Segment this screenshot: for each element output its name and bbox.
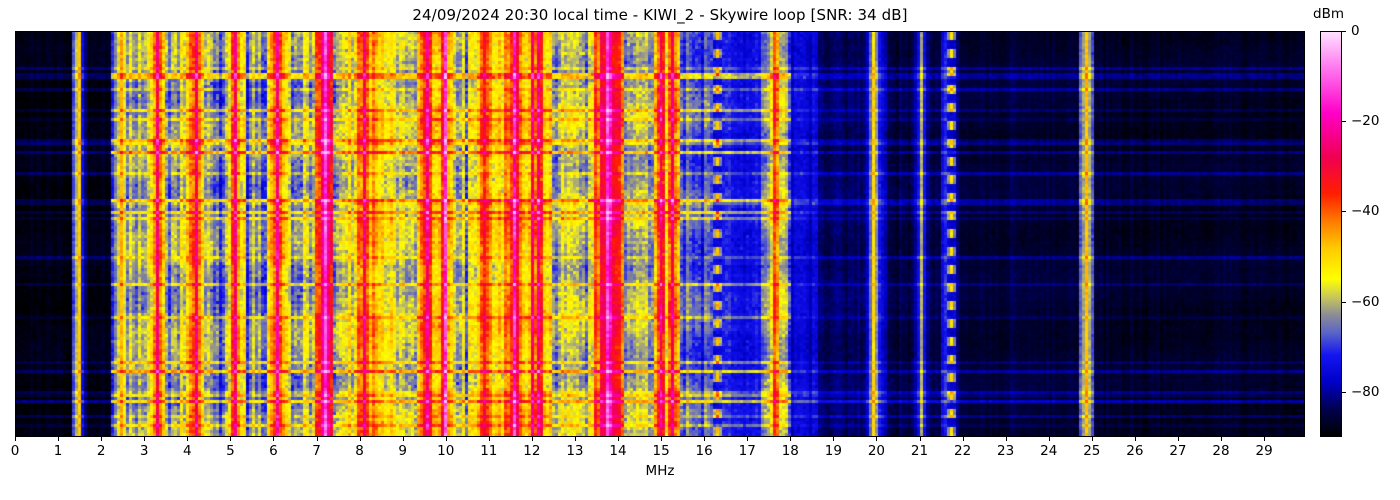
x-tick xyxy=(919,437,921,441)
x-tick xyxy=(359,437,361,441)
x-tick-label: 2 xyxy=(96,443,106,459)
x-tick xyxy=(747,437,749,441)
x-tick-label: 12 xyxy=(523,443,541,459)
x-tick-label: 0 xyxy=(10,443,20,459)
x-tick xyxy=(488,437,490,441)
x-axis-title: MHz xyxy=(645,463,675,479)
x-tick xyxy=(316,437,318,441)
x-tick xyxy=(1177,437,1179,441)
x-tick-label: 21 xyxy=(910,443,929,459)
colorbar-ticks: 0 −20 −40 −60 −80 xyxy=(1342,23,1400,437)
x-tick xyxy=(962,437,964,441)
x-tick xyxy=(661,437,663,441)
x-tick-label: 10 xyxy=(437,443,455,459)
x-tick-label: 16 xyxy=(695,443,713,459)
x-tick-label: 26 xyxy=(1126,443,1144,459)
x-tick xyxy=(15,437,16,441)
x-tick xyxy=(790,437,792,441)
spectrogram-plot-area xyxy=(15,31,1305,437)
x-tick-label: 22 xyxy=(953,443,972,459)
x-tick-label: 20 xyxy=(867,443,886,459)
x-tick-label: 8 xyxy=(355,443,364,459)
x-tick xyxy=(1134,437,1136,441)
colorbar-tick-label: −20 xyxy=(1351,113,1380,130)
x-tick xyxy=(1264,437,1266,441)
colorbar-gradient xyxy=(1321,32,1341,436)
x-tick xyxy=(833,437,835,441)
colorbar-tick xyxy=(1342,301,1346,303)
x-tick-label: 7 xyxy=(312,443,321,459)
x-tick xyxy=(1221,437,1222,441)
x-tick xyxy=(273,437,275,441)
x-tick xyxy=(531,437,533,441)
colorbar-tick-label: −40 xyxy=(1351,203,1380,220)
x-tick-label: 9 xyxy=(398,443,407,459)
colorbar-unit-label: dBm xyxy=(1313,6,1344,22)
x-tick-label: 1 xyxy=(53,443,63,459)
x-tick xyxy=(704,437,706,441)
x-tick-label: 5 xyxy=(226,443,235,459)
colorbar-tick xyxy=(1342,31,1346,32)
x-tick xyxy=(1048,437,1050,441)
x-tick-label: 18 xyxy=(781,443,799,459)
colorbar-tick xyxy=(1342,391,1346,393)
x-tick xyxy=(618,437,619,441)
x-tick-label: 13 xyxy=(566,443,584,459)
x-tick xyxy=(230,437,232,441)
x-tick xyxy=(58,437,60,441)
x-tick-label: 15 xyxy=(652,443,670,459)
x-tick-label: 24 xyxy=(1040,443,1058,459)
x-tick xyxy=(144,437,146,441)
x-tick-label: 23 xyxy=(997,443,1015,459)
x-tick-label: 25 xyxy=(1083,443,1101,459)
x-axis: 0 1 2 3 4 5 6 7 8 9 10 11 12 13 14 15 16 17 18 19 20 21 22 23 24… xyxy=(11,437,1305,477)
colorbar-tick-label: −60 xyxy=(1351,293,1380,310)
chart-title: 24/09/2024 20:30 local time - KIWI_2 - S… xyxy=(412,6,908,24)
x-tick xyxy=(187,437,189,441)
x-tick xyxy=(876,437,878,441)
colorbar-tick-label: −80 xyxy=(1351,383,1380,400)
waterfall-heatmap-canvas xyxy=(16,32,1304,436)
x-tick xyxy=(574,437,576,441)
x-tick-label: 6 xyxy=(269,443,278,459)
x-tick xyxy=(445,437,447,441)
colorbar xyxy=(1320,31,1342,437)
x-tick-label: 28 xyxy=(1212,443,1230,459)
x-tick-label: 14 xyxy=(609,443,627,459)
colorbar-tick xyxy=(1342,211,1346,213)
x-tick xyxy=(402,437,404,441)
colorbar-tick-label: 0 xyxy=(1351,23,1360,39)
x-tick-label: 17 xyxy=(738,443,756,459)
x-tick-label: 3 xyxy=(139,443,149,459)
x-tick-label: 4 xyxy=(182,443,192,459)
x-tick-label: 27 xyxy=(1169,443,1187,459)
x-tick-label: 29 xyxy=(1255,443,1273,459)
x-tick-label: 11 xyxy=(480,443,498,459)
x-tick xyxy=(1091,437,1093,441)
x-tick xyxy=(101,437,103,441)
colorbar-tick xyxy=(1342,121,1346,123)
x-tick-label: 19 xyxy=(824,443,842,459)
x-tick xyxy=(1005,437,1007,441)
